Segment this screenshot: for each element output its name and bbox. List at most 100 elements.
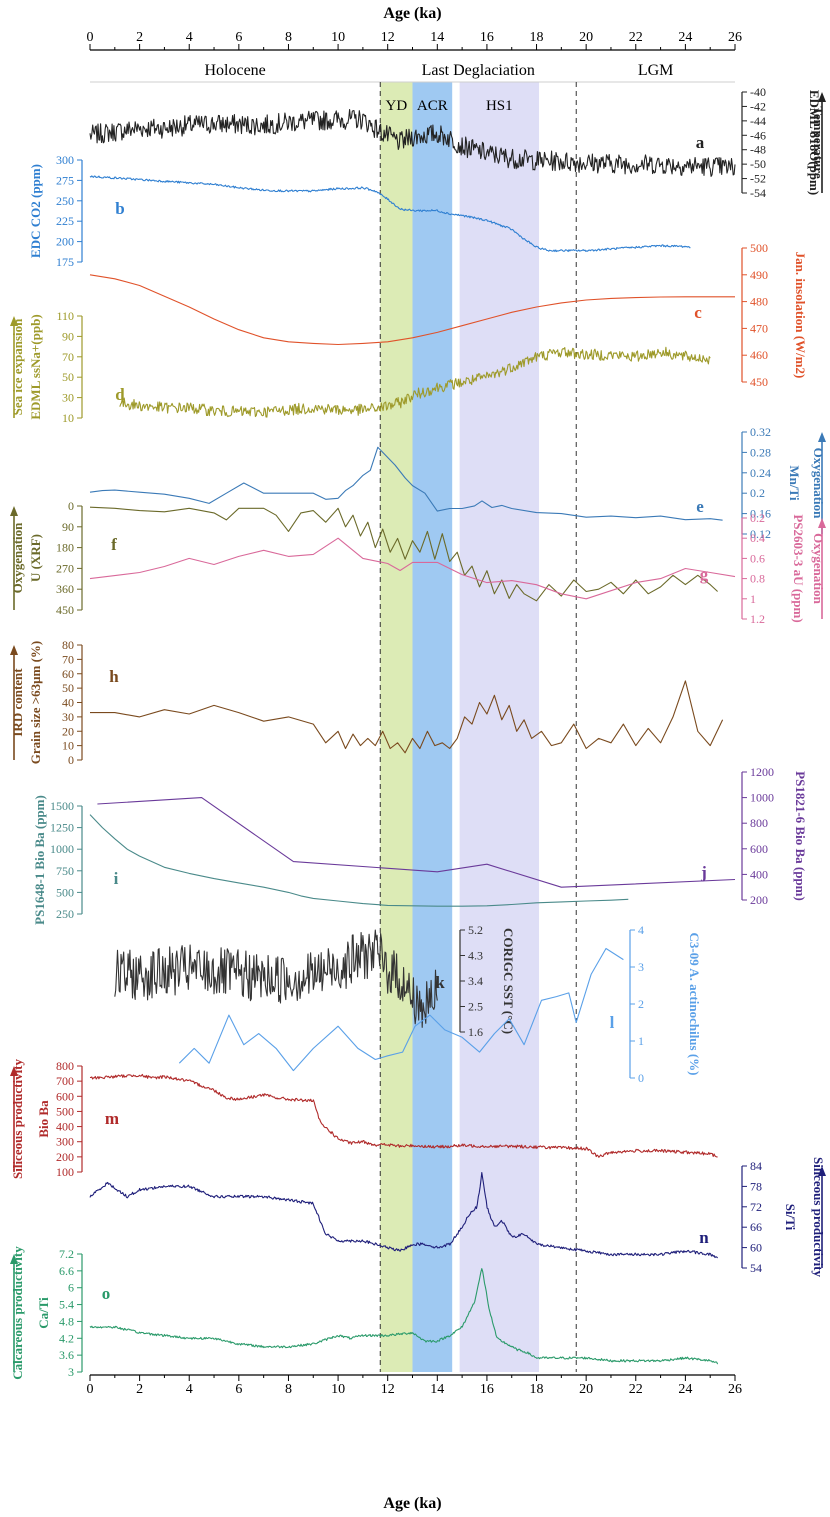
- bottom-age-tick-label: 2: [136, 1382, 143, 1397]
- panel-j-y-tick-label: 600: [750, 842, 768, 856]
- panel-a: -40-42-44-46-48-50-52-54 EDML δ18O(ppm) a T…: [89, 85, 826, 200]
- panel-h-arrow-head: [10, 645, 18, 655]
- panel-g-arrow-head: [818, 518, 826, 528]
- panel-f-y-label: U (XRF): [28, 534, 43, 582]
- panel-e-y-tick-label: 0.24: [750, 466, 771, 480]
- panel-c-y-tick-label: 460: [750, 348, 768, 362]
- panel-m-y-tick-label: 800: [56, 1059, 74, 1073]
- panel-m-arrow-head: [10, 1066, 18, 1076]
- panel-f-y-tick-label: 90: [62, 520, 74, 534]
- panel-l-y-tick-label: 4: [638, 923, 644, 937]
- panel-d: 10 30 50 70 90 110 EDML ssNa+(ppb) d Sea ice exp…: [10, 309, 711, 425]
- panel-n-letter: n: [699, 1228, 709, 1247]
- panel-h-y-tick-label: 20: [62, 724, 74, 738]
- panel-i-y-tick-label: 1500: [50, 799, 74, 813]
- panel-i-y-label: PS1648-1 Bio Ba (ppm): [32, 795, 47, 925]
- panel-n-y-tick-label: 60: [750, 1241, 762, 1255]
- top-age-tick-label: 14: [430, 30, 444, 45]
- panel-h-y-tick-label: 40: [62, 696, 74, 710]
- panel-k-y-tick-label: 1.6: [468, 1025, 483, 1039]
- panel-d-y-tick-label: 10: [62, 411, 74, 425]
- panel-h-letter: h: [109, 667, 119, 686]
- panel-g-series-line: [89, 537, 736, 600]
- panel-f-letter: f: [111, 535, 117, 554]
- panel-d-y-label: EDML ssNa+(ppb): [28, 314, 43, 419]
- panel-d-arrow-head: [10, 316, 18, 326]
- panel-f-y-tick-label: 270: [56, 561, 74, 575]
- panel-b-y-tick-label: 300: [56, 153, 74, 167]
- panel-o-y-label: Ca/Ti: [36, 1297, 51, 1329]
- panel-e-series-line: [89, 446, 723, 521]
- panel-g-arrow-label: Oxygenation: [811, 533, 826, 605]
- panel-h-y-tick-label: 60: [62, 667, 74, 681]
- panel-m-series-line: [89, 1073, 718, 1158]
- panel-n: 54 60 66 72 78 84 Si/Ti n Siliceous productivity: [89, 1157, 826, 1278]
- panel-h-y-tick-label: 10: [62, 739, 74, 753]
- panel-l-y-tick-label: 3: [638, 960, 644, 974]
- panel-h-y-tick-label: 50: [62, 681, 74, 695]
- panel-a-y-tick-label: -48: [750, 143, 766, 157]
- top-age-tick-label: 0: [87, 30, 94, 45]
- panel-e-y-tick-label: 0.2: [750, 486, 765, 500]
- panel-g-y-tick-label: 0.6: [750, 551, 765, 565]
- top-age-tick-label: 12: [381, 30, 395, 45]
- panel-i-y-tick-label: 1000: [50, 842, 74, 856]
- panel-d-y-tick-label: 30: [62, 391, 74, 405]
- panel-b-y-tick-label: 175: [56, 255, 74, 269]
- panel-d-series-line: [119, 346, 711, 418]
- panel-n-y-tick-label: 66: [750, 1220, 762, 1234]
- top-age-axis-title: Age (ka): [383, 5, 441, 22]
- panel-c-y-tick-label: 500: [750, 241, 768, 255]
- event-band-yd: [380, 82, 413, 1372]
- panel-l-series-line: [178, 947, 624, 1072]
- bottom-age-tick-label: 12: [381, 1382, 395, 1397]
- panel-o-y-tick-label: 3: [68, 1365, 74, 1379]
- panel-c-letter: c: [694, 303, 702, 322]
- panel-j-y-tick-label: 400: [750, 867, 768, 881]
- panel-l-letter: l: [610, 1013, 615, 1032]
- panel-a-y-tick-label: -42: [750, 99, 766, 113]
- panel-k-y-tick-label: 4.3: [468, 949, 483, 963]
- period-label-last-deglaciation: Last Deglaciation: [422, 62, 535, 79]
- panel-o-letter: o: [102, 1284, 111, 1303]
- panel-o-y-tick-label: 6.6: [59, 1264, 74, 1278]
- panel-n-arrow-head: [818, 1166, 826, 1176]
- panel-c-y-tick-label: 480: [750, 295, 768, 309]
- panel-l: 0 1 2 3 4 C3-09 A. actinochilus (%) l: [178, 923, 702, 1085]
- panel-m-y-tick-label: 100: [56, 1165, 74, 1179]
- panel-k-series-line: [114, 929, 438, 1028]
- panel-i-y-tick-label: 750: [56, 864, 74, 878]
- panel-d-y-tick-label: 90: [62, 329, 74, 343]
- top-age-tick-label: 8: [285, 30, 292, 45]
- panel-h-y-tick-label: 80: [62, 638, 74, 652]
- top-age-tick-label: 6: [235, 30, 242, 45]
- bottom-age-tick-label: 16: [480, 1382, 494, 1397]
- panel-g-letter: g: [700, 565, 709, 584]
- panel-f-series-line: [89, 506, 718, 602]
- panel-k-letter: k: [435, 973, 445, 992]
- panel-j-letter: j: [700, 863, 707, 882]
- panel-e-y-tick-label: 0.12: [750, 527, 771, 541]
- panel-h-y-tick-label: 0: [68, 753, 74, 767]
- panel-c-y-tick-label: 450: [750, 375, 768, 389]
- panel-a-y-tick-label: -52: [750, 172, 766, 186]
- panel-m-y-tick-label: 500: [56, 1104, 74, 1118]
- panel-a-y-tick-label: -40: [750, 85, 766, 99]
- panel-h-y-label: Grain size >63μm (%): [28, 641, 43, 764]
- panel-n-y-tick-label: 84: [750, 1159, 762, 1173]
- panel-g-y-tick-label: 0.8: [750, 572, 765, 586]
- panel-c-y-label: Jan. insolation (W/m2): [793, 252, 808, 379]
- panel-i-y-tick-label: 250: [56, 907, 74, 921]
- panel-a-letter: a: [696, 133, 705, 152]
- top-age-tick-label: 16: [480, 30, 494, 45]
- period-label-holocene: Holocene: [204, 62, 265, 79]
- panel-n-arrow-label: Siliceous productivity: [811, 1157, 826, 1278]
- panel-b-y-label: EDC CO2 (ppm): [28, 164, 43, 258]
- panel-o-y-tick-label: 4.2: [59, 1331, 74, 1345]
- panel-e-y-tick-label: 0.32: [750, 425, 771, 439]
- panel-d-letter: d: [115, 385, 125, 404]
- panel-d-y-tick-label: 50: [62, 370, 74, 384]
- panel-l-y-tick-label: 1: [638, 1034, 644, 1048]
